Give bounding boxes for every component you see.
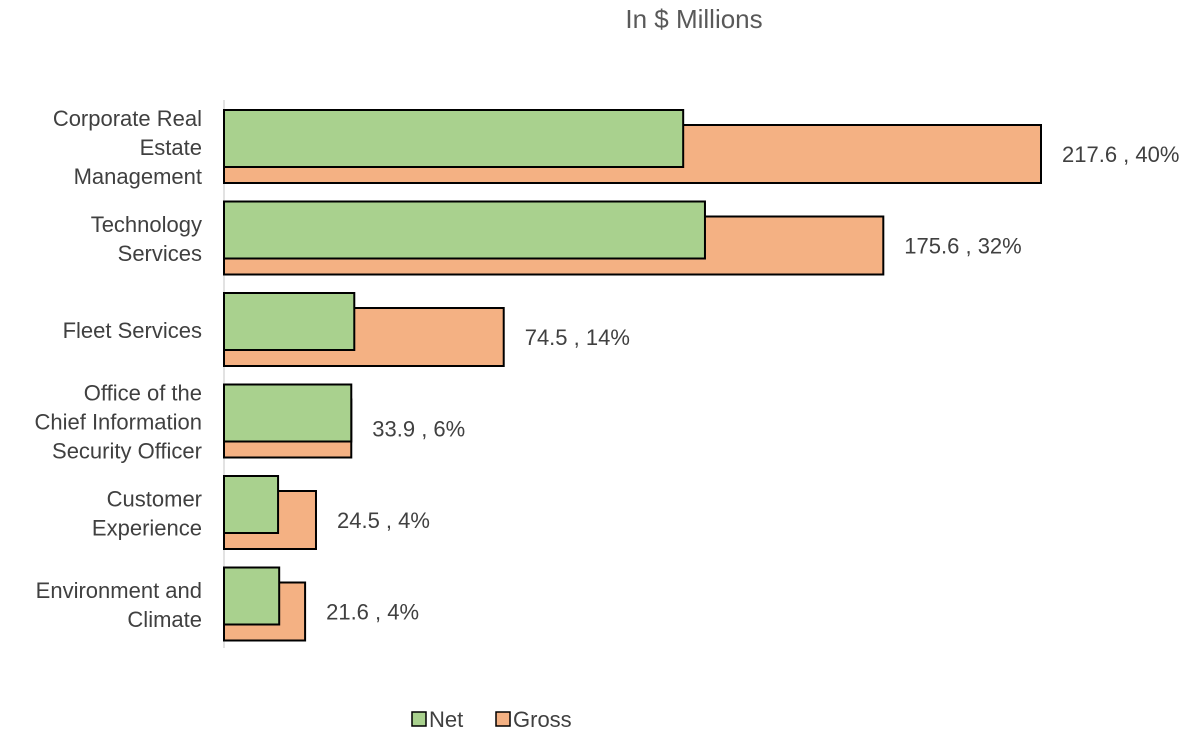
net-bar: [223, 383, 353, 443]
category-label: Fleet Services: [63, 318, 202, 343]
data-label: 217.6 , 40%: [1062, 142, 1179, 167]
legend-swatch-net: [411, 711, 427, 727]
net-bar: [223, 566, 281, 626]
legend: Net Gross: [411, 707, 572, 732]
legend-label-net: Net: [429, 707, 463, 732]
data-label: 33.9 , 6%: [372, 417, 465, 442]
data-label: 74.5 , 14%: [525, 325, 630, 350]
category-label: Corporate Real Estate Management: [53, 106, 202, 189]
data-label: 21.6 , 4%: [326, 600, 419, 625]
labels-layer: Corporate Real Estate Management 217.6 , 40…: [34, 106, 1179, 632]
bars-layer: [223, 109, 1042, 642]
chart-title: In $ Millions: [625, 4, 762, 34]
category-label: Customer Experience: [92, 487, 202, 541]
data-label: 175.6 , 32%: [904, 234, 1021, 259]
legend-label-gross: Gross: [513, 707, 572, 732]
category-label: Environment and Climate: [36, 578, 202, 632]
data-label: 24.5 , 4%: [337, 508, 430, 533]
net-bar: [223, 475, 280, 534]
net-bar: [223, 109, 685, 168]
category-label: Office of the Chief Information Security O…: [34, 381, 202, 464]
net-bar: [223, 292, 356, 351]
net-bar: [223, 200, 706, 260]
legend-swatch-gross: [495, 711, 511, 727]
category-label: Technology Services: [91, 212, 202, 266]
